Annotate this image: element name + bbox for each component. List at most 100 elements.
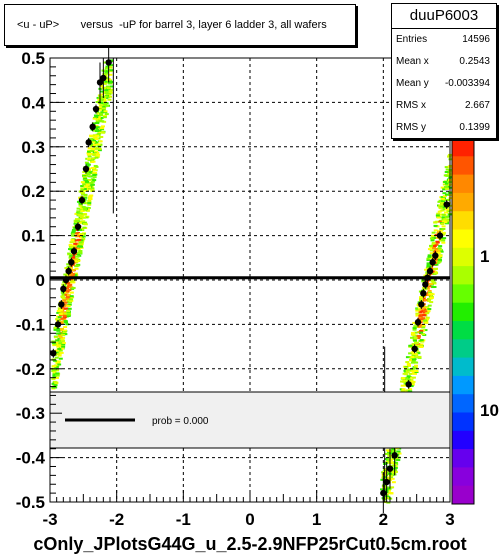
density-cell: [83, 193, 88, 196]
density-cell: [92, 157, 97, 160]
density-cell: [405, 356, 410, 359]
density-cell: [56, 360, 61, 363]
density-cell: [75, 264, 80, 267]
density-cell: [65, 323, 70, 326]
density-cell: [438, 255, 443, 258]
density-cell: [444, 182, 449, 185]
density-cell: [86, 163, 91, 166]
density-cell: [421, 317, 426, 320]
data-point: [426, 267, 434, 275]
density-cell: [85, 183, 90, 186]
density-cell: [418, 316, 423, 319]
density-cell: [68, 297, 73, 300]
density-cell: [75, 255, 80, 258]
density-cell: [95, 120, 100, 123]
colorbar-step: [452, 229, 474, 249]
density-cell: [429, 244, 434, 247]
density-cell: [66, 305, 71, 308]
density-cell: [52, 370, 57, 373]
density-cell: [64, 289, 69, 292]
density-cell: [99, 116, 104, 119]
density-cell: [80, 181, 85, 184]
density-cell: [423, 319, 428, 322]
colorbar-step: [452, 192, 474, 212]
density-cell: [91, 137, 96, 140]
density-cell: [56, 329, 61, 332]
density-cell: [72, 240, 77, 243]
data-point: [70, 247, 78, 255]
data-point: [68, 259, 75, 266]
density-cell: [66, 309, 71, 312]
data-point: [78, 196, 86, 204]
density-cell: [55, 372, 60, 375]
density-cell: [100, 120, 105, 123]
density-cell: [413, 331, 418, 334]
density-cell: [57, 352, 62, 355]
density-cell: [107, 95, 112, 98]
density-cell: [98, 130, 103, 133]
density-cell: [425, 286, 430, 289]
density-cell: [419, 331, 424, 334]
density-cell: [441, 227, 446, 230]
density-cell: [434, 272, 439, 275]
density-cell: [383, 462, 388, 465]
density-cell: [61, 343, 66, 346]
density-cell: [438, 248, 443, 251]
density-cell: [412, 372, 417, 375]
density-cell: [73, 222, 78, 225]
density-cell: [63, 333, 68, 336]
density-cell: [102, 116, 107, 119]
density-cell: [74, 232, 79, 235]
density-cell: [387, 454, 392, 457]
profile-points: [50, 42, 450, 514]
density-cell: [411, 331, 416, 334]
density-cell: [69, 255, 74, 258]
density-cell: [79, 236, 84, 239]
density-cell: [414, 354, 419, 357]
density-cell: [441, 216, 446, 219]
density-cell: [411, 343, 416, 346]
density-cell: [104, 89, 109, 92]
density-cell: [413, 352, 418, 355]
density-cell: [435, 261, 440, 264]
stats-key: Mean x: [396, 56, 429, 67]
density-cell: [91, 166, 96, 169]
density-cell: [63, 312, 68, 315]
density-cell: [400, 384, 405, 387]
density-cell: [445, 168, 450, 171]
density-cell: [429, 283, 434, 286]
density-cell: [93, 150, 98, 153]
density-cell: [68, 283, 73, 286]
density-cell: [92, 179, 97, 182]
density-cell: [75, 235, 80, 238]
density-cell: [105, 65, 110, 68]
density-cell: [437, 200, 442, 203]
density-cell: [440, 186, 445, 189]
density-cell: [405, 371, 410, 374]
density-cell: [78, 240, 83, 243]
density-cell: [447, 173, 452, 176]
density-cell: [74, 260, 79, 263]
density-cell: [89, 134, 94, 137]
density-cell: [76, 210, 81, 213]
density-cell: [436, 249, 441, 252]
density-cell: [437, 258, 442, 261]
density-cell: [396, 459, 401, 462]
density-cell: [386, 495, 391, 498]
density-cell: [409, 385, 414, 388]
stats-value: 2.667: [464, 100, 490, 111]
density-cell: [109, 64, 114, 67]
density-cell: [52, 372, 57, 375]
density-cell: [412, 328, 417, 331]
density-cell: [63, 311, 68, 314]
density-cell: [445, 187, 450, 190]
density-cell: [94, 124, 99, 127]
density-cell: [79, 245, 84, 248]
file-name-footer: cOnly_JPlotsG44G_u_2.5-2.9NFP25rCut0.5cm…: [33, 534, 467, 554]
density-cell: [61, 311, 66, 314]
density-cell: [78, 241, 83, 244]
stats-name: duuP6003: [392, 4, 496, 29]
density-cell: [109, 69, 114, 72]
density-cell: [421, 326, 426, 329]
density-cell: [83, 208, 88, 211]
